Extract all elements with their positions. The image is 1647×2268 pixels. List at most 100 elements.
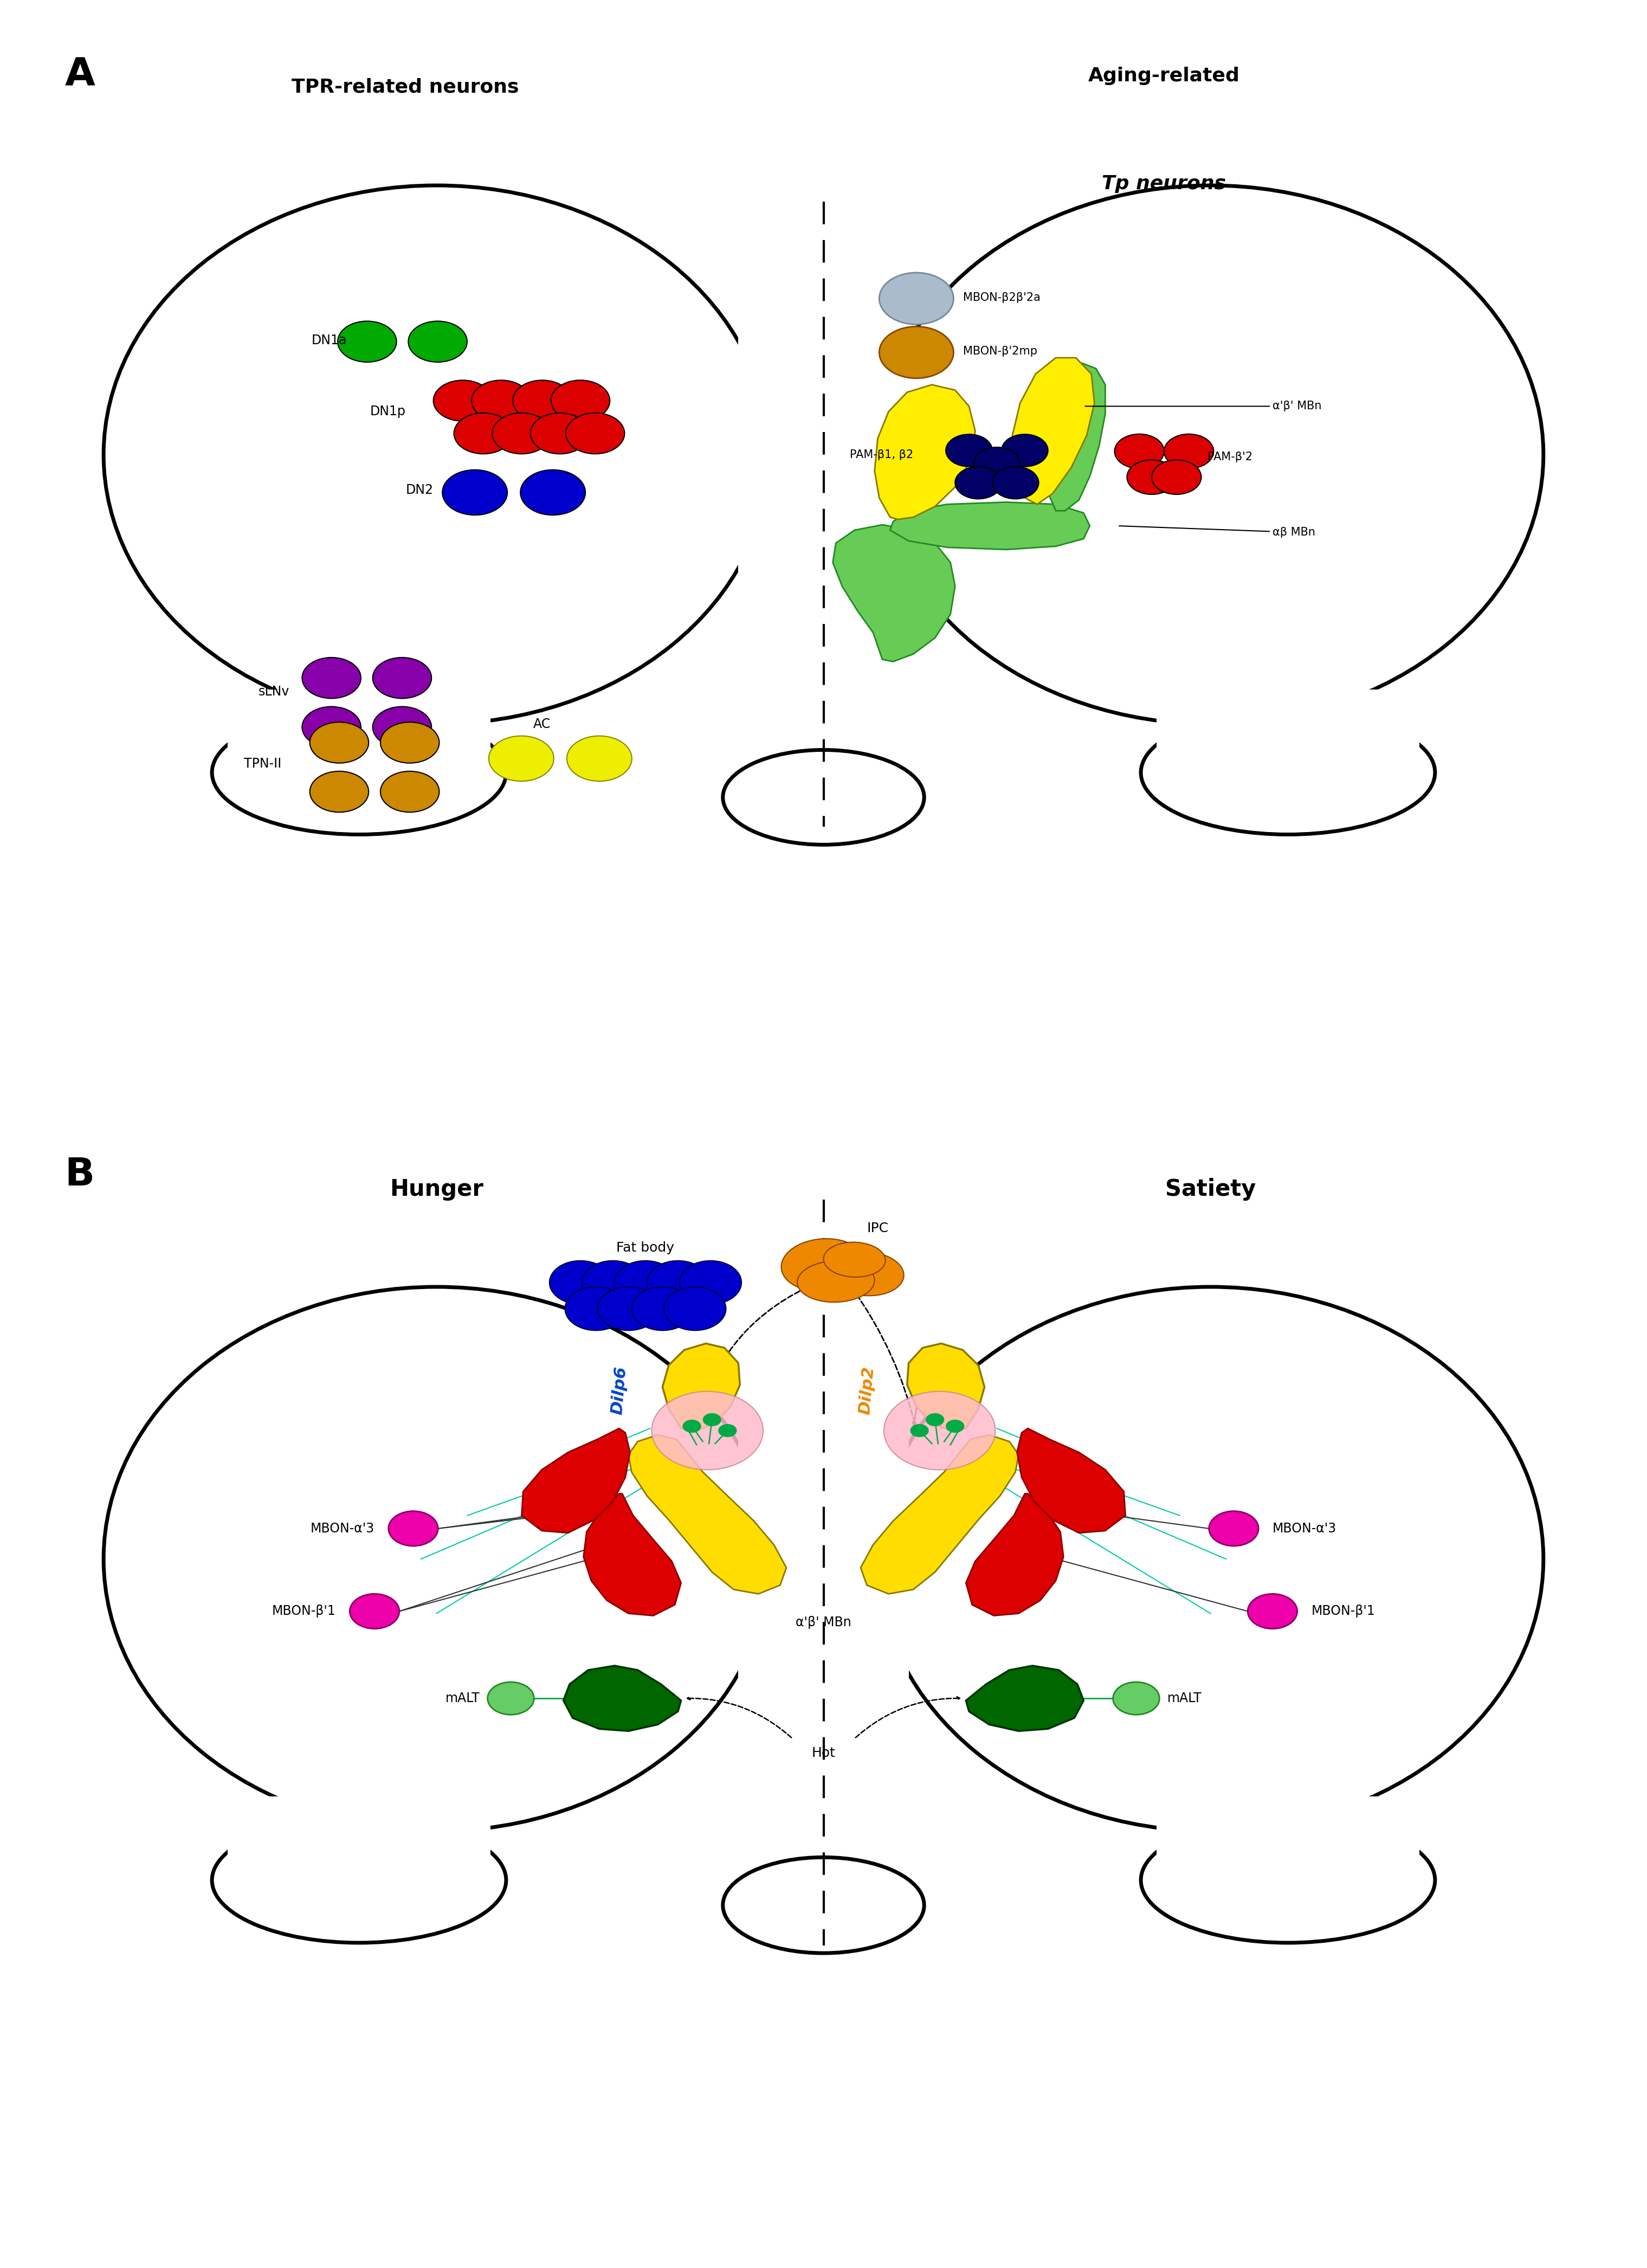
Text: IPC: IPC bbox=[866, 1222, 888, 1234]
Circle shape bbox=[911, 1424, 929, 1438]
Bar bbox=[1156, 1796, 1420, 1862]
Circle shape bbox=[512, 381, 572, 422]
Text: B: B bbox=[64, 1157, 96, 1193]
Ellipse shape bbox=[830, 1252, 904, 1295]
Text: Satiety: Satiety bbox=[1164, 1177, 1257, 1200]
Circle shape bbox=[614, 1261, 677, 1304]
Ellipse shape bbox=[738, 760, 909, 835]
Text: TPN-II: TPN-II bbox=[244, 758, 282, 771]
Ellipse shape bbox=[723, 751, 924, 844]
Polygon shape bbox=[965, 1495, 1064, 1615]
Ellipse shape bbox=[1156, 1828, 1420, 1932]
Circle shape bbox=[492, 413, 552, 454]
Polygon shape bbox=[1013, 358, 1094, 503]
Polygon shape bbox=[1038, 363, 1105, 510]
Polygon shape bbox=[522, 1429, 629, 1533]
Text: MBON-β'1: MBON-β'1 bbox=[1311, 1606, 1375, 1617]
Ellipse shape bbox=[104, 186, 769, 723]
Circle shape bbox=[471, 381, 530, 422]
Circle shape bbox=[372, 708, 432, 748]
Polygon shape bbox=[875, 386, 975, 519]
Circle shape bbox=[647, 1261, 708, 1304]
Circle shape bbox=[879, 327, 954, 379]
Polygon shape bbox=[889, 501, 1090, 549]
Polygon shape bbox=[965, 1665, 1084, 1730]
Text: MBON-β2β'2a: MBON-β2β'2a bbox=[963, 293, 1041, 304]
Circle shape bbox=[552, 381, 609, 422]
Text: DN2: DN2 bbox=[405, 483, 433, 497]
Circle shape bbox=[945, 433, 991, 467]
Circle shape bbox=[565, 1286, 628, 1331]
Text: DN1p: DN1p bbox=[371, 406, 405, 417]
Circle shape bbox=[703, 1413, 721, 1427]
Text: α'β' MBn: α'β' MBn bbox=[1085, 401, 1321, 413]
Circle shape bbox=[1248, 1594, 1298, 1628]
Circle shape bbox=[489, 735, 553, 780]
Circle shape bbox=[310, 721, 369, 762]
Circle shape bbox=[380, 721, 440, 762]
Circle shape bbox=[408, 322, 468, 363]
Bar bbox=[715, 628, 932, 735]
Circle shape bbox=[1127, 460, 1176, 494]
Ellipse shape bbox=[1141, 710, 1435, 835]
Ellipse shape bbox=[878, 186, 1543, 723]
Polygon shape bbox=[907, 1343, 985, 1431]
Circle shape bbox=[338, 322, 397, 363]
Bar bbox=[738, 197, 909, 692]
Ellipse shape bbox=[1141, 1817, 1435, 1944]
Circle shape bbox=[443, 469, 507, 515]
Text: αβ MBn: αβ MBn bbox=[1120, 526, 1316, 538]
Circle shape bbox=[1164, 433, 1214, 469]
Circle shape bbox=[973, 447, 1019, 479]
Circle shape bbox=[581, 1261, 644, 1304]
Text: Dilp2: Dilp2 bbox=[856, 1365, 876, 1415]
Ellipse shape bbox=[884, 1390, 995, 1470]
Circle shape bbox=[991, 467, 1039, 499]
Text: MBON-α'3: MBON-α'3 bbox=[1273, 1522, 1337, 1535]
Circle shape bbox=[433, 381, 492, 422]
Circle shape bbox=[301, 708, 361, 748]
Text: AC: AC bbox=[534, 717, 550, 730]
Ellipse shape bbox=[652, 1390, 763, 1470]
Circle shape bbox=[530, 413, 590, 454]
Ellipse shape bbox=[1156, 721, 1420, 823]
Circle shape bbox=[567, 735, 632, 780]
Bar bbox=[227, 1796, 491, 1862]
Ellipse shape bbox=[212, 1817, 506, 1944]
Ellipse shape bbox=[781, 1238, 866, 1290]
Ellipse shape bbox=[797, 1261, 875, 1302]
Bar bbox=[738, 1297, 909, 1799]
Bar bbox=[1156, 689, 1420, 755]
Circle shape bbox=[389, 1510, 438, 1547]
Circle shape bbox=[955, 467, 1001, 499]
Text: Hunger: Hunger bbox=[390, 1177, 483, 1200]
Ellipse shape bbox=[824, 1243, 886, 1277]
Ellipse shape bbox=[227, 1828, 491, 1932]
Circle shape bbox=[310, 771, 369, 812]
Ellipse shape bbox=[878, 1286, 1543, 1830]
Circle shape bbox=[945, 1420, 965, 1433]
Text: α'β' MBn: α'β' MBn bbox=[796, 1615, 851, 1628]
Text: A: A bbox=[64, 57, 96, 93]
Circle shape bbox=[1209, 1510, 1258, 1547]
Circle shape bbox=[349, 1594, 399, 1628]
Circle shape bbox=[520, 469, 585, 515]
Text: MBON-β'1: MBON-β'1 bbox=[272, 1606, 336, 1617]
Polygon shape bbox=[629, 1436, 786, 1594]
Circle shape bbox=[631, 1286, 693, 1331]
Circle shape bbox=[301, 658, 361, 699]
Polygon shape bbox=[1016, 1429, 1125, 1533]
Circle shape bbox=[879, 272, 954, 324]
Text: Aging-related: Aging-related bbox=[1089, 68, 1240, 86]
Text: mALT: mALT bbox=[1168, 1692, 1202, 1706]
Text: PAM-β1, β2: PAM-β1, β2 bbox=[850, 449, 914, 460]
Circle shape bbox=[565, 413, 624, 454]
Text: MBON-α'3: MBON-α'3 bbox=[310, 1522, 374, 1535]
Polygon shape bbox=[833, 524, 955, 662]
Text: mALT: mALT bbox=[445, 1692, 479, 1706]
Circle shape bbox=[682, 1420, 702, 1433]
Text: DN1a: DN1a bbox=[311, 333, 346, 347]
Bar bbox=[715, 1733, 932, 1842]
Circle shape bbox=[598, 1286, 659, 1331]
Circle shape bbox=[1113, 1683, 1159, 1715]
